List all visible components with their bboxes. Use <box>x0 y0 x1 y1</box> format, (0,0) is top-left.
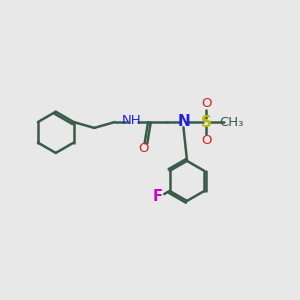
Text: O: O <box>201 134 211 147</box>
Text: O: O <box>201 97 211 110</box>
Text: NH: NH <box>122 114 142 127</box>
Text: F: F <box>153 189 163 204</box>
Text: S: S <box>201 115 212 130</box>
Text: CH₃: CH₃ <box>220 116 244 128</box>
Text: O: O <box>138 142 149 155</box>
Text: N: N <box>178 114 190 129</box>
